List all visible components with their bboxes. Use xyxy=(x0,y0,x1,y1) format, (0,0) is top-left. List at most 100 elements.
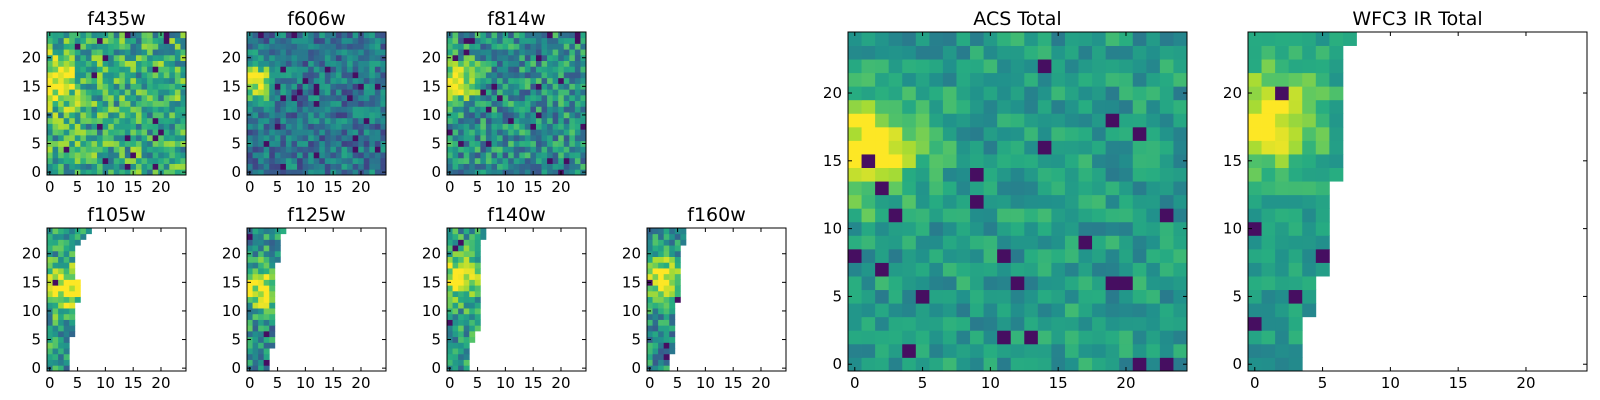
heatmap-cell xyxy=(47,152,53,159)
heatmap-cell xyxy=(308,106,315,113)
heatmap-cell xyxy=(447,117,453,124)
heatmap-cell xyxy=(1051,99,1066,114)
heatmap-cell xyxy=(458,169,465,176)
heatmap-cell xyxy=(652,250,659,257)
heatmap-cell xyxy=(458,365,465,372)
heatmap-cell xyxy=(324,112,331,119)
heatmap-cell xyxy=(535,32,542,39)
heatmap-cell xyxy=(74,129,81,136)
heatmap-cell xyxy=(74,285,81,292)
heatmap-cell xyxy=(52,268,59,275)
heatmap-cell xyxy=(452,134,459,142)
heatmap-cell xyxy=(580,106,587,113)
heatmap-cell xyxy=(274,163,281,170)
heatmap-cell xyxy=(135,43,142,50)
heatmap-cell xyxy=(658,330,665,338)
heatmap-cell xyxy=(130,60,137,67)
heatmap-cell xyxy=(63,152,70,159)
heatmap-cell xyxy=(888,262,903,277)
heatmap-cell xyxy=(569,140,576,147)
heatmap-cell xyxy=(997,167,1012,182)
heatmap-cell xyxy=(469,77,476,84)
heatmap-cell xyxy=(158,49,165,56)
heatmap-cell xyxy=(1119,181,1134,196)
heatmap-cell xyxy=(491,43,498,50)
y-tick-label: 5 xyxy=(431,135,441,153)
heatmap-cell xyxy=(247,359,253,366)
x-tick-label: 15 xyxy=(124,374,143,392)
y-tick-label: 5 xyxy=(631,331,641,349)
heatmap-cell xyxy=(663,256,670,263)
heatmap-cell xyxy=(252,77,259,84)
heatmap-cell xyxy=(669,313,676,320)
panel-title: f435w xyxy=(87,8,146,30)
heatmap-cell xyxy=(485,77,492,84)
heatmap-cell xyxy=(547,49,554,56)
heatmap-cell xyxy=(452,83,459,90)
heatmap-cell xyxy=(313,66,320,73)
heatmap-cell xyxy=(508,100,515,107)
heatmap-cell xyxy=(263,117,270,124)
heatmap-cell xyxy=(274,49,281,56)
heatmap-cell xyxy=(474,290,481,298)
y-tick-label: 5 xyxy=(31,331,41,349)
heatmap-cell xyxy=(152,123,159,130)
heatmap-cell xyxy=(1010,126,1025,141)
heatmap-cell xyxy=(1159,330,1174,345)
heatmap-cell xyxy=(297,112,303,119)
heatmap-cell xyxy=(358,100,365,107)
heatmap-cell xyxy=(341,66,348,73)
y-tick-label: 0 xyxy=(231,163,241,181)
heatmap-cell xyxy=(915,99,930,114)
heatmap-cell xyxy=(524,117,531,124)
heatmap-cell xyxy=(252,262,259,269)
heatmap-cell xyxy=(1119,194,1134,209)
heatmap-cell xyxy=(652,290,659,298)
heatmap-cell xyxy=(447,49,453,56)
heatmap-cell xyxy=(569,152,576,159)
heatmap-cell xyxy=(1010,59,1025,74)
heatmap-cell xyxy=(1037,330,1052,345)
heatmap-cell xyxy=(541,77,548,84)
heatmap-cell xyxy=(285,157,292,164)
heatmap-cell xyxy=(308,49,315,56)
heatmap-cell xyxy=(563,72,570,79)
heatmap-cell xyxy=(330,129,337,136)
heatmap-cell xyxy=(74,233,81,240)
heatmap-cell xyxy=(547,123,554,130)
heatmap-cell xyxy=(297,72,303,79)
heatmap-cell xyxy=(1275,235,1290,250)
heatmap-cell xyxy=(1302,140,1317,155)
heatmap-cell xyxy=(474,49,481,56)
heatmap-cell xyxy=(274,233,281,240)
heatmap-cell xyxy=(252,256,259,263)
heatmap-cell xyxy=(1173,32,1188,46)
heatmap-cell xyxy=(563,140,570,147)
heatmap-cell xyxy=(291,157,298,164)
heatmap-cell xyxy=(647,325,653,332)
heatmap-cell xyxy=(80,60,87,67)
heatmap-cell xyxy=(108,152,115,159)
heatmap-cell xyxy=(69,228,76,235)
heatmap-cell xyxy=(280,72,287,79)
heatmap-cell xyxy=(1092,181,1107,196)
heatmap-cell xyxy=(135,83,142,90)
heatmap-cell xyxy=(124,77,131,84)
heatmap-cell xyxy=(52,94,59,102)
heatmap-cell xyxy=(1051,208,1066,223)
heatmap-cell xyxy=(1024,113,1039,128)
heatmap-cell xyxy=(480,152,487,159)
heatmap-cell xyxy=(280,169,287,176)
heatmap-cell xyxy=(1024,72,1039,87)
heatmap-cell xyxy=(574,146,581,153)
heatmap-cell xyxy=(252,273,259,280)
heatmap-cell xyxy=(902,276,917,291)
heatmap-cell xyxy=(983,276,998,291)
heatmap-cell xyxy=(63,342,70,349)
heatmap-cell xyxy=(647,256,653,263)
heatmap-cell xyxy=(63,359,70,366)
heatmap-cell xyxy=(1288,59,1303,74)
heatmap-cell xyxy=(535,163,542,170)
heatmap-cell xyxy=(929,167,944,182)
heatmap-cell xyxy=(669,233,676,240)
